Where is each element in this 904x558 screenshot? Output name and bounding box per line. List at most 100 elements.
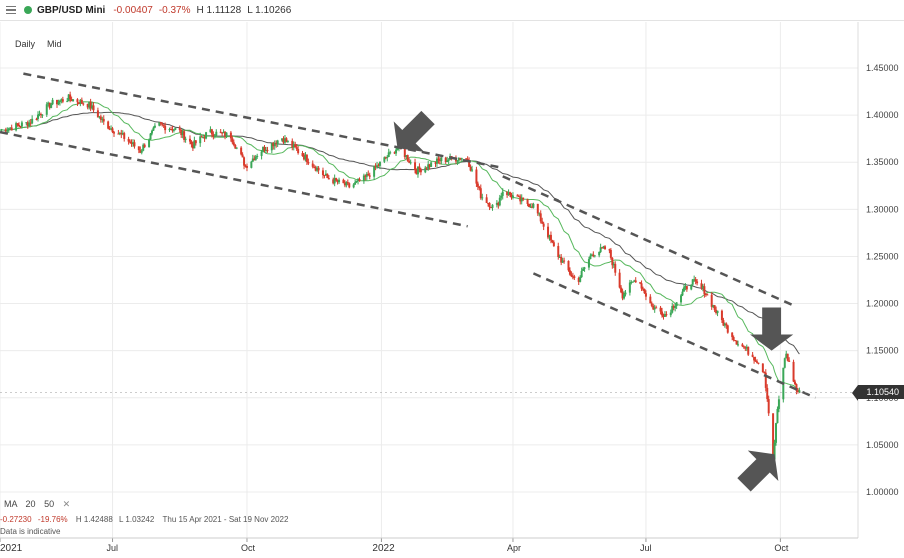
candle-body	[307, 162, 310, 164]
candle-body	[604, 246, 607, 250]
candle-body	[653, 307, 656, 310]
candle-body	[456, 160, 459, 162]
candle-body	[118, 133, 121, 135]
candle-body	[41, 114, 44, 116]
candle-body	[286, 140, 289, 142]
candle-body	[418, 166, 421, 170]
candle-body	[80, 99, 83, 104]
candle-body	[548, 234, 551, 238]
candle-body	[326, 173, 329, 179]
candle-body	[794, 381, 797, 385]
timeframe-daily[interactable]: Daily	[15, 39, 36, 49]
candle-body	[764, 372, 767, 388]
remove-indicator-icon[interactable]: ✕	[62, 499, 71, 509]
candle-body	[276, 140, 279, 145]
candle-body	[582, 268, 585, 271]
candle-body	[623, 294, 626, 299]
candle-body	[92, 105, 95, 111]
candle-body	[107, 121, 110, 129]
candle-body	[222, 131, 225, 134]
menu-icon[interactable]	[6, 5, 16, 15]
candle-body	[169, 129, 172, 131]
candle-body	[26, 122, 29, 127]
candle-body	[406, 155, 409, 161]
candle-body	[538, 213, 541, 215]
candle-body	[609, 249, 612, 258]
candle-body	[120, 133, 123, 135]
candle-body	[10, 127, 13, 131]
candle-body	[161, 123, 164, 125]
candle-body	[416, 166, 419, 175]
candle-body	[70, 99, 73, 102]
candle-body	[202, 137, 205, 139]
candle-body	[602, 246, 605, 249]
candle-body	[583, 267, 586, 269]
candle-body	[497, 202, 500, 206]
candle-body	[775, 423, 778, 443]
candle-body	[82, 103, 85, 105]
candle-body	[491, 204, 494, 208]
candle-body	[459, 158, 462, 160]
candle-body	[121, 133, 124, 135]
candle-body	[487, 202, 490, 204]
candle-body	[137, 146, 140, 151]
candle-body	[751, 354, 754, 357]
candle-body	[131, 142, 134, 145]
candle-body	[549, 234, 552, 241]
candle-body	[314, 167, 317, 171]
candle-body	[117, 133, 120, 135]
candle-body	[795, 384, 798, 391]
y-tick-label: 1.35000	[866, 157, 899, 167]
candle-body	[172, 129, 175, 131]
candle-body	[317, 167, 320, 171]
change-percent: -0.37%	[158, 4, 191, 16]
candle-body	[72, 99, 75, 102]
candle-body	[684, 286, 687, 288]
candle-body	[685, 286, 688, 290]
candle-body	[36, 114, 39, 119]
candle-body	[737, 344, 740, 346]
candle-body	[772, 413, 775, 460]
candle-body	[706, 294, 709, 296]
candle-body	[662, 315, 665, 317]
candle-body	[488, 203, 491, 208]
candle-body	[419, 169, 422, 173]
candle-body	[671, 305, 674, 313]
candle-body	[89, 101, 92, 109]
candle-body	[162, 124, 165, 126]
candle-body	[55, 99, 58, 105]
candle-body	[713, 305, 716, 310]
candle-body	[159, 122, 162, 124]
candle-body	[580, 270, 583, 278]
candle-body	[364, 175, 367, 177]
candle-body	[183, 131, 186, 140]
candle-body	[766, 387, 769, 400]
candle-body	[91, 105, 94, 109]
candle-body	[264, 149, 267, 152]
candle-body	[215, 131, 218, 136]
price-type-mid[interactable]: Mid	[47, 39, 62, 49]
candle-body	[180, 129, 183, 135]
candle-body	[414, 162, 417, 171]
candle-body	[542, 223, 545, 227]
symbol-label[interactable]: GBP/USD Mini	[37, 4, 106, 16]
candle-body	[332, 179, 335, 184]
range-low: L 1.03242	[119, 515, 155, 524]
candle-body	[634, 280, 637, 283]
candle-body	[184, 138, 187, 140]
candle-body	[663, 314, 666, 317]
candle-body	[691, 279, 694, 285]
candle-body	[133, 142, 136, 147]
candle-body	[229, 132, 232, 139]
market-open-icon	[24, 6, 32, 14]
candle-body	[333, 178, 336, 184]
candle-body	[152, 127, 155, 131]
candle-body	[108, 128, 111, 130]
candle-body	[168, 129, 171, 131]
candle-body	[213, 135, 216, 137]
candle-body	[741, 344, 744, 347]
candle-body	[148, 139, 151, 148]
candle-body	[209, 129, 212, 133]
candle-body	[435, 158, 438, 164]
